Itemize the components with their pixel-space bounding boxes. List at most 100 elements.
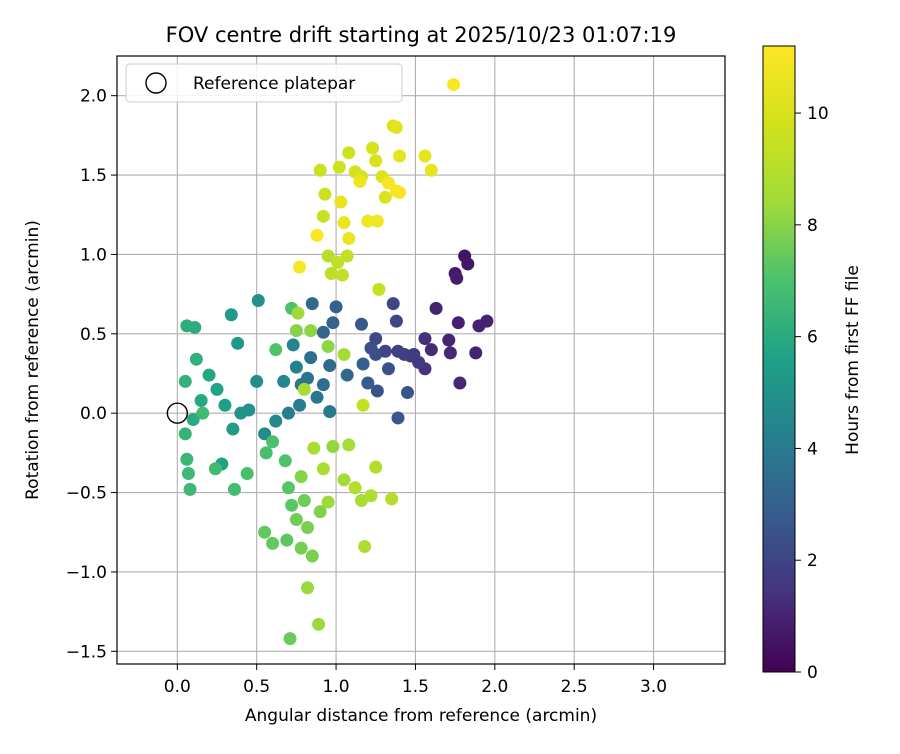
scatter-point (329, 300, 343, 314)
scatter-point (291, 306, 305, 320)
scatter-point (370, 384, 384, 398)
colorbar-tick-label: 6 (807, 328, 818, 348)
scatter-point (300, 520, 314, 534)
scatter-point (469, 346, 483, 360)
colorbar-tick-label: 10 (807, 104, 829, 124)
scatter-point (323, 359, 337, 373)
scatter-point (442, 333, 456, 347)
scatter-point (340, 249, 354, 263)
legend: Reference platepar (125, 63, 403, 103)
colorbar-tick-label: 4 (807, 439, 818, 459)
scatter-point (337, 347, 351, 361)
y-tick-label: −0.5 (66, 484, 107, 504)
scatter-point (251, 293, 265, 307)
scatter-point (210, 382, 224, 396)
scatter-point (453, 376, 467, 390)
scatter-point (342, 146, 356, 160)
y-tick-label: −1.0 (66, 563, 107, 583)
x-tick-label: 1.0 (323, 677, 350, 697)
scatter-point (234, 406, 248, 420)
scatter-point (278, 454, 292, 468)
scatter-point (297, 493, 311, 507)
scatter-point (318, 187, 332, 201)
scatter-point (196, 406, 210, 420)
scatter-point (332, 160, 346, 174)
scatter-point (364, 341, 378, 355)
y-tick-label: 0.0 (80, 404, 107, 424)
scatter-point (354, 317, 368, 331)
scatter-point (364, 489, 378, 503)
x-tick-label: 1.5 (402, 677, 429, 697)
scatter-point (361, 214, 375, 228)
scatter-point (340, 368, 354, 382)
scatter-point (310, 390, 324, 404)
x-axis-ticks: 0.0 0.5 1.0 1.5 2.0 2.5 3.0 (164, 664, 667, 697)
scatter-point (289, 360, 303, 374)
grid-lines (117, 56, 725, 664)
scatter-point (321, 249, 335, 263)
scatter-point (224, 308, 238, 322)
scatter-point (391, 344, 405, 358)
y-axis-ticks: −1.5 −1.0 −0.5 0.0 0.5 1.0 1.5 2.0 (66, 87, 117, 662)
scatter-point (316, 378, 330, 392)
scatter-point (358, 540, 372, 554)
scatter-point (386, 297, 400, 311)
scatter-point (447, 78, 461, 92)
plot-frame (116, 55, 726, 665)
scatter-point (304, 351, 318, 365)
scatter-point (289, 324, 303, 338)
scatter-point (378, 190, 392, 204)
scatter-point (342, 438, 356, 452)
colorbar-tick-label: 2 (807, 551, 818, 571)
scatter-point (312, 617, 326, 631)
scatter-point (281, 481, 295, 495)
scatter-point (280, 533, 294, 547)
scatter-point (316, 462, 330, 476)
scatter-point (300, 581, 314, 595)
scatter-point (285, 498, 299, 512)
scatter-point (472, 319, 486, 333)
scatter-point (266, 536, 280, 550)
y-axis-label: Rotation from reference (arcmin) (23, 220, 43, 500)
scatter-point (424, 163, 438, 177)
scatter-points (166, 78, 494, 646)
scatter-point (429, 301, 443, 315)
scatter-point (259, 446, 273, 460)
scatter-point (407, 347, 421, 361)
scatter-point (250, 374, 264, 388)
scatter-point (391, 411, 405, 425)
y-tick-label: 0.5 (80, 325, 107, 345)
y-tick-label: −1.5 (66, 642, 107, 662)
scatter-point (372, 282, 386, 296)
x-tick-label: 2.0 (481, 677, 508, 697)
scatter-point (334, 195, 348, 209)
scatter-point (294, 541, 308, 555)
colorbar-label: Hours from first FF file (843, 265, 863, 455)
scatter-point (369, 460, 383, 474)
scatter-point (286, 338, 300, 352)
y-tick-label: 1.5 (80, 166, 107, 186)
scatter-point (321, 495, 335, 509)
scatter-point (188, 320, 202, 334)
x-axis-label: Angular distance from reference (arcmin) (245, 706, 597, 726)
scatter-point (269, 343, 283, 357)
scatter-point (313, 505, 327, 519)
scatter-point (178, 374, 192, 388)
scatter-point (348, 481, 362, 495)
scatter-point (385, 492, 399, 506)
x-tick-label: 3.0 (640, 677, 667, 697)
scatter-point (178, 427, 192, 441)
scatter-point (313, 163, 327, 177)
scatter-point (208, 462, 222, 476)
scatter-point (283, 632, 297, 646)
scatter-point (181, 467, 195, 481)
scatter-point (418, 149, 432, 163)
scatter-point (450, 271, 464, 285)
reference-platepar-marker (166, 402, 189, 424)
colorbar-tick-label: 0 (807, 663, 818, 683)
scatter-point (218, 398, 232, 412)
scatter-point (297, 382, 311, 396)
scatter-point (305, 549, 319, 563)
scatter-point (194, 393, 208, 407)
scatter-point (389, 314, 403, 328)
